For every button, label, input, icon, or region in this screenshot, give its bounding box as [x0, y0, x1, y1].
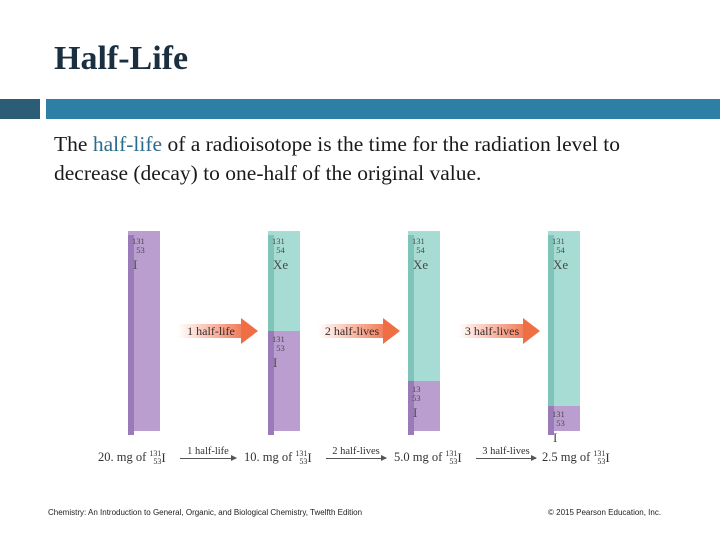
- mass-label-4: 2.5 mg of 131 53I: [542, 449, 610, 467]
- column-4-bottom-isotope-label: 131 53I: [552, 409, 565, 445]
- half-life-term: half-life: [92, 132, 163, 156]
- column-2-top-isotope-label: 131 54Xe: [272, 236, 289, 272]
- slide-title: Half-Life: [54, 40, 189, 77]
- decay-arrow-2: 2 half-lives: [318, 318, 400, 344]
- small-arrow-3: 3 half-lives: [476, 446, 537, 461]
- column-3-top-isotope-label: 131 54Xe: [412, 236, 429, 272]
- column-4-side: [548, 235, 554, 435]
- arrow-head-icon: [383, 318, 400, 344]
- title-accent-bar-left: [0, 99, 40, 119]
- column-3-bottom-isotope-label: 13 53I: [412, 384, 421, 420]
- decay-arrow-1: 1 half-life: [178, 318, 258, 344]
- column-4-top-isotope-label: 131 54Xe: [552, 236, 569, 272]
- decay-arrow-3: 3 half-lives: [458, 318, 540, 344]
- title-accent-bar: [46, 99, 720, 119]
- decay-arrow-3-label: 3 half-lives: [464, 324, 520, 338]
- decay-arrow-1-label: 1 half-life: [187, 324, 235, 338]
- arrow-head-icon: [241, 318, 258, 344]
- arrow-head-icon: [523, 318, 540, 344]
- footer-citation: Chemistry: An Introduction to General, O…: [48, 508, 363, 517]
- mass-label-2: 10. mg of 131 53I: [244, 449, 312, 467]
- column-1-isotope-label: 131 53I: [132, 236, 145, 272]
- column-1-side: [128, 235, 134, 435]
- footer-copyright: © 2015 Pearson Education, Inc.: [548, 508, 662, 517]
- body-text-pre: The: [54, 132, 93, 156]
- mass-label-3: 5.0 mg of 131 53I: [394, 449, 462, 467]
- column-2-bottom-isotope-label: 131 53I: [272, 334, 285, 370]
- column-3-side: [408, 235, 414, 435]
- column-2-side: [268, 235, 274, 435]
- body-paragraph: The half-life of a radioisotope is the t…: [54, 130, 694, 188]
- body-text-post: of a radioisotope is the time for the ra…: [54, 132, 620, 185]
- decay-arrow-2-label: 2 half-lives: [324, 324, 380, 338]
- mass-label-1: 20. mg of 131 53I: [98, 449, 166, 467]
- small-arrow-1: 1 half-life: [180, 446, 237, 461]
- small-arrow-2: 2 half-lives: [326, 446, 387, 461]
